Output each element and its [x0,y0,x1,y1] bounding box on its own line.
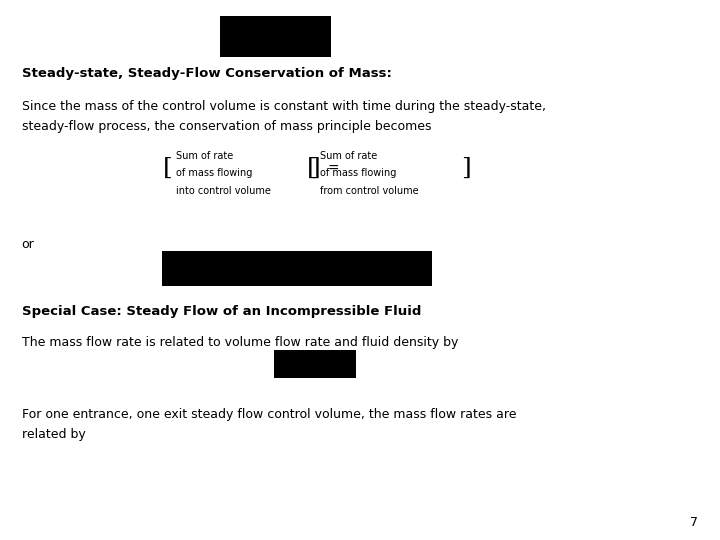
Text: or: or [22,238,35,251]
Text: [: [ [307,157,317,180]
Text: Steady-state, Steady-Flow Conservation of Mass:: Steady-state, Steady-Flow Conservation o… [22,68,392,80]
Text: into control volume: into control volume [176,186,271,196]
Text: =: = [328,161,339,176]
Text: ]: ] [310,157,320,180]
Bar [162,251,432,286]
Text: related by: related by [22,428,86,441]
Bar [274,350,356,378]
Text: Sum of rate: Sum of rate [320,151,378,161]
Text: For one entrance, one exit steady flow control volume, the mass flow rates are: For one entrance, one exit steady flow c… [22,408,516,421]
Text: 7: 7 [690,516,698,529]
Text: ]: ] [461,157,471,180]
Text: The mass flow rate is related to volume flow rate and fluid density by: The mass flow rate is related to volume … [22,336,458,349]
Text: [: [ [163,157,173,180]
Text: Special Case: Steady Flow of an Incompressible Fluid: Special Case: Steady Flow of an Incompre… [22,305,421,318]
Text: Since the mass of the control volume is constant with time during the steady-sta: Since the mass of the control volume is … [22,100,546,113]
Text: of mass flowing: of mass flowing [320,168,397,179]
Text: from control volume: from control volume [320,186,419,196]
Bar [220,16,331,57]
Text: steady-flow process, the conservation of mass principle becomes: steady-flow process, the conservation of… [22,120,431,133]
Text: Sum of rate: Sum of rate [176,151,234,161]
Text: of mass flowing: of mass flowing [176,168,253,179]
